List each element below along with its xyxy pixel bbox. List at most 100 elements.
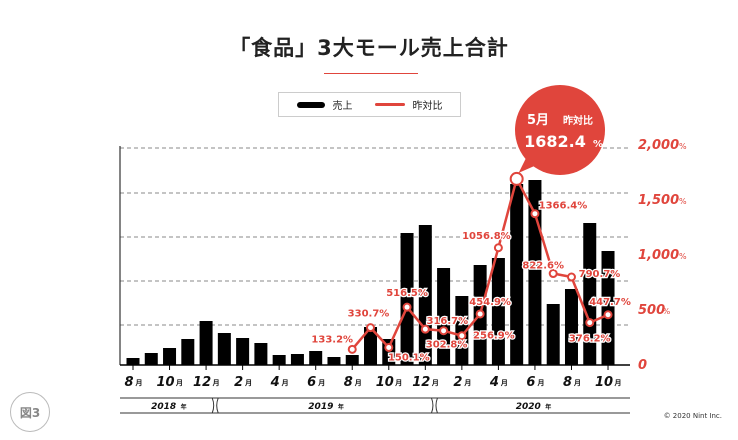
x-tick-label: 4 (270, 375, 280, 390)
bar-18 (455, 296, 469, 365)
bar-15 (400, 233, 414, 365)
legend-item-sales: 売上 (296, 97, 353, 112)
x-tick-label: 2 (453, 375, 462, 390)
x-tick-label: 10 (156, 375, 174, 390)
yoy-point-6 (457, 331, 467, 341)
right-axis-percent: % (679, 197, 687, 206)
bar-25 (583, 223, 597, 365)
bar-23 (546, 304, 560, 365)
yoy-point-0 (347, 344, 357, 354)
bar-0 (126, 358, 140, 365)
year-label: 2018 (151, 402, 176, 412)
x-tick-suffix: 月 (135, 379, 143, 387)
x-tick-suffix: 月 (500, 379, 508, 387)
year-divider (430, 397, 438, 414)
yoy-point-9 (509, 171, 524, 186)
yoy-data-label: 256.9% (473, 331, 515, 342)
legend-label-sales: 売上 (332, 101, 353, 112)
year-label: 2020 (516, 402, 541, 412)
x-tick-label: 12 (412, 375, 430, 390)
right-axis-label: 0 (638, 358, 647, 373)
bar-3 (181, 339, 195, 365)
x-tick-suffix: 月 (394, 379, 402, 387)
x-tick-suffix: 月 (175, 379, 183, 387)
x-tick-suffix: 月 (463, 379, 471, 387)
x-tick-label: 6 (526, 375, 535, 390)
yoy-point-11 (548, 269, 558, 279)
yoy-data-label: 1366.4% (539, 201, 588, 212)
x-tick-label: 4 (489, 375, 499, 390)
yoy-data-label: 822.6% (522, 261, 564, 272)
yoy-point-10 (530, 209, 540, 219)
yoy-data-label: 790.7% (579, 269, 621, 280)
x-tick-label: 6 (307, 375, 316, 390)
right-axis-label: 2,000 (638, 138, 679, 153)
bar-21 (510, 184, 524, 365)
callout-label: 昨対比 (563, 114, 593, 127)
yoy-data-label: 516.5% (386, 288, 428, 299)
bar-4 (199, 321, 213, 365)
x-tick-suffix: 月 (573, 379, 581, 387)
callout-value: 1682.4 (524, 132, 586, 151)
yoy-point-8 (493, 243, 503, 253)
right-axis-percent: % (663, 307, 671, 316)
x-tick-suffix: 月 (281, 379, 289, 387)
callout-bubble (515, 85, 605, 175)
yoy-data-label: 302.8% (426, 340, 468, 351)
bar-7 (254, 343, 268, 365)
bar-5 (217, 333, 231, 365)
right-axis-label: 1,500 (638, 193, 679, 208)
yoy-data-label: 454.9% (469, 297, 511, 308)
x-tick-label: 10 (376, 375, 394, 390)
x-tick-suffix: 月 (212, 379, 220, 387)
yoy-point-7 (475, 309, 485, 319)
title-underline (324, 73, 418, 74)
year-divider (211, 397, 219, 414)
bar-13 (364, 327, 378, 365)
bar-1 (144, 353, 158, 365)
x-tick-suffix: 月 (536, 379, 544, 387)
x-tick-suffix: 月 (614, 379, 622, 387)
year-suffix: 年 (338, 403, 344, 411)
chart-title: 「食品」3大モール売上合計 (229, 36, 509, 60)
year-suffix: 年 (545, 403, 551, 411)
x-tick-label: 8 (344, 375, 353, 390)
yoy-point-14 (603, 310, 613, 320)
legend-line-swatch (374, 103, 405, 106)
yoy-point-12 (566, 272, 576, 282)
bar-26 (601, 251, 615, 365)
yoy-point-1 (366, 323, 376, 333)
year-label: 2019 (308, 402, 333, 412)
yoy-point-5 (439, 326, 449, 336)
bar-12 (345, 355, 359, 365)
legend-label-yoy: 昨対比 (412, 101, 443, 112)
x-tick-label: 8 (563, 375, 572, 390)
right-axis-label: 500 (638, 303, 665, 318)
yoy-point-3 (402, 302, 412, 312)
callout-month: 5月 (527, 113, 549, 128)
legend-item-yoy: 昨対比 (374, 97, 443, 112)
legend-bar-swatch (296, 101, 325, 108)
bar-20 (491, 258, 505, 365)
right-axis-label: 1,000 (638, 248, 679, 263)
bar-9 (290, 354, 304, 365)
yoy-data-label: 316.7% (426, 316, 468, 327)
x-tick-label: 12 (193, 375, 211, 390)
x-tick-label: 10 (595, 375, 613, 390)
bar-24 (564, 289, 578, 365)
x-tick-suffix: 月 (431, 379, 439, 387)
yoy-point-4 (420, 324, 430, 334)
year-suffix: 年 (181, 403, 187, 411)
x-tick-label: 8 (124, 375, 133, 390)
yoy-point-2 (384, 342, 394, 352)
bar-6 (236, 338, 250, 365)
bar-10 (309, 351, 323, 365)
yoy-data-label: 133.2% (311, 334, 353, 345)
right-axis-percent: % (679, 252, 687, 261)
copyright: © 2020 Nint Inc. (663, 412, 722, 420)
bar-2 (163, 348, 177, 365)
x-tick-label: 2 (234, 375, 243, 390)
yoy-point-13 (585, 318, 595, 328)
x-tick-suffix: 月 (317, 379, 325, 387)
